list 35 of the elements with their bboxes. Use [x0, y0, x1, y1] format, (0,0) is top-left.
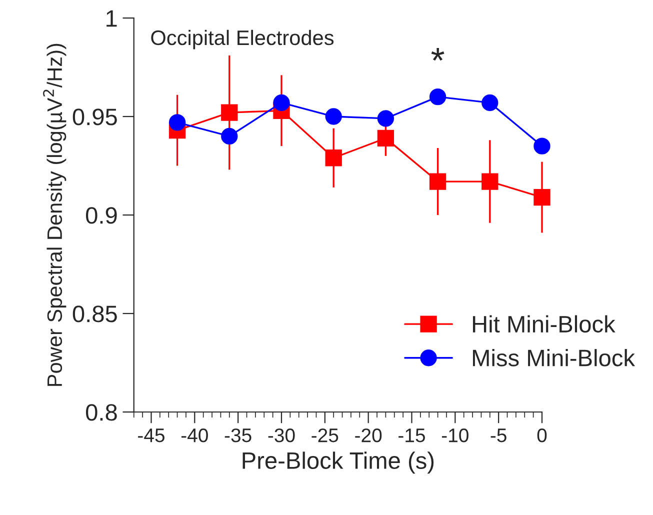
annotation: *	[431, 48, 444, 61]
point	[377, 110, 394, 127]
x-axis-title: Pre-Block Time (s)	[242, 452, 434, 474]
x-tick-label: -30	[268, 428, 295, 442]
point	[377, 130, 394, 147]
point	[325, 108, 342, 125]
point	[325, 150, 342, 166]
y-tick-label: 0.8	[86, 404, 117, 421]
y-tick-label: 0.85	[72, 306, 117, 322]
point	[429, 173, 446, 190]
point	[482, 94, 498, 112]
point	[534, 188, 550, 206]
legend-label: Hit Mini-Block	[472, 315, 616, 333]
legend-label: Miss Mini-Block	[472, 349, 636, 366]
point	[168, 114, 186, 131]
point	[482, 173, 498, 190]
x-tick-label: -35	[224, 428, 252, 442]
x-tick-label: -10	[442, 428, 468, 442]
x-tick-label: -40	[181, 428, 208, 442]
point	[221, 128, 238, 145]
x-tick-label: -5	[490, 428, 506, 442]
annotation: Occipital Electrodes	[151, 30, 334, 50]
x-tick-label: -15	[398, 428, 425, 442]
x-tick-label: -45	[138, 428, 164, 442]
point	[273, 94, 290, 112]
y-tick-label: 1	[106, 10, 117, 27]
point	[429, 88, 446, 106]
point	[534, 138, 550, 154]
y-tick-label: 0.9	[86, 207, 117, 224]
y-tick-label: 0.95	[72, 108, 117, 126]
x-tick-label: 0	[537, 428, 547, 442]
point	[221, 104, 238, 121]
y-axis-title: Power Spectral Density (log(µV$^{2}$/Hz))	[43, 44, 66, 386]
x-tick-label: -20	[355, 428, 382, 442]
x-tick-label: -25	[312, 428, 338, 442]
